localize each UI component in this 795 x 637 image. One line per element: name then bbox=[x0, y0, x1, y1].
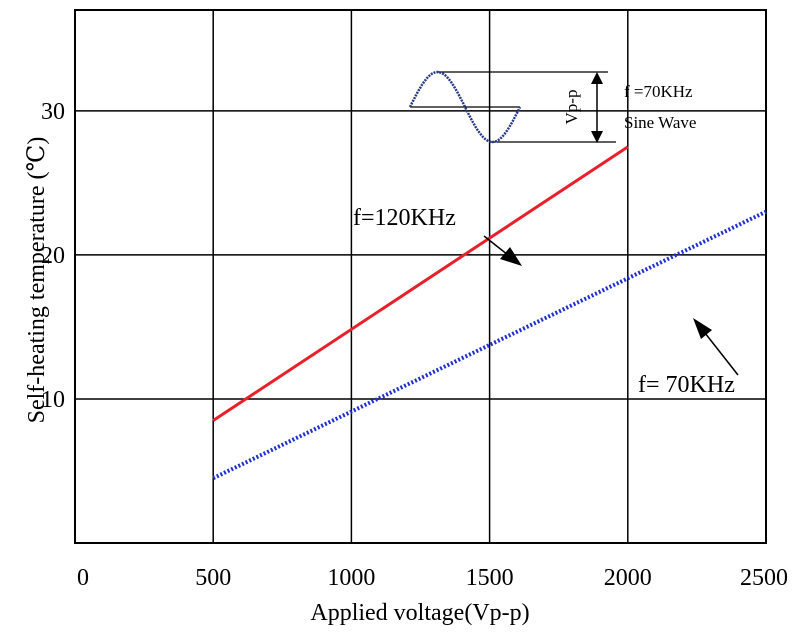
inset-frequency-label: f =70KHz bbox=[624, 82, 693, 101]
x-tick-label: 2000 bbox=[604, 565, 652, 591]
series-lines bbox=[212, 145, 767, 480]
plot-frame bbox=[74, 9, 767, 544]
inset-arrowhead-up bbox=[591, 72, 603, 84]
annotation-70khz-arrow-line bbox=[704, 332, 739, 376]
y-tick-labels: 10 20 30 bbox=[41, 99, 65, 413]
annotation-70khz-arrowhead bbox=[693, 318, 712, 339]
annotation-120khz-arrowhead bbox=[500, 247, 522, 266]
x-tick-label: 0 bbox=[77, 565, 89, 591]
inset-amplitude-label: Vp-p bbox=[562, 90, 581, 125]
grid bbox=[75, 10, 766, 543]
y-tick-label: 20 bbox=[41, 243, 65, 269]
x-tick-label: 1500 bbox=[466, 565, 514, 591]
y-tick-label: 10 bbox=[41, 387, 65, 413]
y-axis-label: Self-heating temperature (℃) bbox=[24, 137, 50, 424]
x-tick-label: 2500 bbox=[740, 565, 788, 591]
annotation-70khz: f= 70KHz bbox=[638, 372, 735, 398]
annotation-120khz: f=120KHz bbox=[353, 205, 456, 231]
inset-arrowhead-down bbox=[591, 131, 603, 143]
y-tick-label: 30 bbox=[41, 99, 65, 125]
annotation-120khz-arrow-line bbox=[483, 235, 509, 256]
inset-sine-curve bbox=[408, 70, 522, 144]
series-line-1 bbox=[212, 145, 629, 422]
x-axis-label: Applied voltage(Vp-p) bbox=[310, 600, 529, 626]
x-tick-label: 1000 bbox=[327, 565, 375, 591]
x-tick-label: 500 bbox=[195, 565, 231, 591]
x-tick-labels: 0 500 1000 1500 2000 2500 bbox=[77, 565, 788, 591]
inset-wave-type-label: Sine Wave bbox=[624, 113, 696, 132]
inset-sine-wave: Vp-p f =70KHz Sine Wave bbox=[408, 70, 696, 144]
